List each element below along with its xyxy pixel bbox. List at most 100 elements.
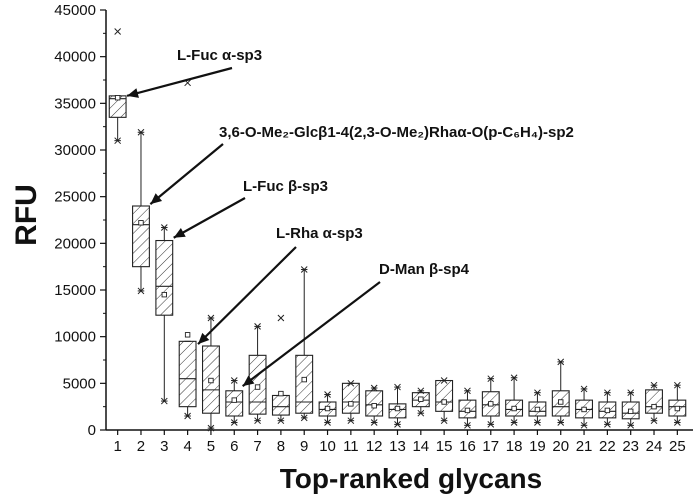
outlier-mark (534, 389, 541, 397)
annotation-arrow-line (173, 197, 246, 239)
outlier-mark (580, 421, 588, 429)
box-2 (132, 128, 150, 295)
box-series (108, 28, 687, 432)
box-1 (108, 28, 127, 145)
outlier-mark (324, 419, 331, 426)
y-axis-title: RFU (10, 184, 43, 246)
mean-marker (628, 408, 634, 415)
box-3 (155, 224, 174, 405)
outlier-mark (487, 421, 495, 428)
box-18 (505, 374, 524, 426)
y-tick-label: 5000 (63, 375, 96, 392)
outlier-mark (300, 414, 308, 422)
mean-marker (394, 405, 401, 412)
iqr-box (132, 205, 150, 268)
outlier-mark (114, 137, 122, 145)
outlier-mark (604, 389, 611, 397)
annotations: L-Fuc α-sp3 3,6-O-Me₂-Glcβ1-4(2,3-O-Me₂)R… (126, 47, 574, 388)
mean-marker (161, 291, 168, 298)
annotation-label: L-Rha α-sp3 (276, 225, 363, 242)
annotation-label: 3,6-O-Me₂-Glcβ1-4(2,3-O-Me₂)Rhaα-O(p-C₆H… (219, 124, 574, 141)
mean-marker (324, 405, 331, 412)
outlier-mark (627, 421, 635, 429)
annotation: D-Man β-sp4 (241, 261, 470, 388)
mean-marker (418, 396, 424, 402)
y-tick-label: 25000 (54, 189, 96, 206)
y-tick-label: 45000 (54, 2, 96, 19)
y-tick-label: 40000 (54, 49, 96, 66)
outlier-mark (347, 379, 355, 387)
outlier-mark (184, 412, 191, 420)
mean-marker (371, 403, 377, 409)
x-tick-label: 20 (552, 438, 569, 455)
box-4 (178, 79, 197, 420)
iqr-box (178, 340, 197, 408)
annotation-arrowhead (127, 88, 139, 98)
iqr-box (225, 390, 244, 417)
box-22 (598, 389, 617, 428)
outlier-mark (557, 358, 565, 366)
box-23 (621, 389, 640, 429)
mean-marker (441, 399, 447, 405)
x-tick-label: 16 (459, 438, 476, 455)
x-tick-label: 17 (482, 438, 499, 455)
outlier-mark (673, 419, 681, 426)
annotation-arrowhead (173, 228, 186, 238)
outlier-mark (230, 377, 238, 384)
x-tick-label: 24 (646, 438, 663, 455)
outlier-mark (510, 419, 518, 426)
mean-marker (651, 403, 657, 410)
box-10 (318, 391, 337, 426)
outlier-mark (254, 417, 261, 425)
outlier-mark (370, 384, 378, 392)
outlier-mark (487, 375, 495, 383)
x-axis-title: Top-ranked glycans (280, 463, 542, 494)
mean-marker (581, 406, 587, 413)
box-12 (365, 384, 384, 426)
annotation: 3,6-O-Me₂-Glcβ1-4(2,3-O-Me₂)Rhaα-O(p-C₆H… (149, 124, 574, 205)
mean-marker (558, 399, 564, 405)
outlier-mark (277, 417, 285, 425)
outlier-mark (627, 389, 635, 397)
outlier-mark (464, 421, 471, 429)
x-axis: 1 2 3 4 5 6 7 8 9 10 11 12 13 14 15 16 17 18 19 20 21 22 23 24 2… (106, 429, 693, 455)
annotation-arrowhead (242, 375, 255, 387)
box-20 (551, 358, 570, 426)
outlier-mark (440, 417, 448, 425)
outlier-mark (417, 409, 425, 417)
outlier-mark (254, 323, 261, 330)
y-axis: 0 5000 10000 15000 20000 25000 30000 35000 40000… (54, 2, 107, 439)
outlier-mark (114, 28, 122, 35)
x-tick-label: 7 (253, 438, 261, 455)
mean-marker (348, 401, 354, 407)
x-tick-label: 5 (207, 438, 215, 455)
box-21 (575, 385, 594, 429)
outlier-mark (137, 128, 145, 136)
x-tick-label: 9 (300, 438, 308, 455)
annotation-arrowhead (150, 193, 163, 205)
x-tick-label: 14 (412, 438, 429, 455)
box-17 (481, 375, 500, 428)
outlier-mark (510, 374, 518, 382)
outlier-mark (324, 391, 331, 398)
mean-marker (674, 405, 681, 412)
box-9 (295, 266, 314, 422)
annotation: L-Rha α-sp3 (197, 225, 363, 345)
outlier-mark (300, 266, 308, 273)
mean-marker (301, 376, 307, 383)
mean-marker (534, 406, 541, 413)
iqr-box (435, 379, 454, 412)
outlier-mark (347, 417, 355, 425)
x-tick-label: 15 (436, 438, 453, 455)
outlier-mark (207, 424, 215, 432)
box-25 (668, 381, 687, 426)
x-tick-label: 13 (389, 438, 406, 455)
outlier-mark (650, 381, 658, 389)
x-tick-label: 11 (343, 438, 359, 455)
annotation: L-Fuc α-sp3 (126, 47, 262, 98)
outlier-mark (604, 421, 611, 428)
x-tick-label: 22 (599, 438, 616, 455)
outlier-mark (440, 377, 448, 384)
outlier-mark (417, 387, 425, 395)
